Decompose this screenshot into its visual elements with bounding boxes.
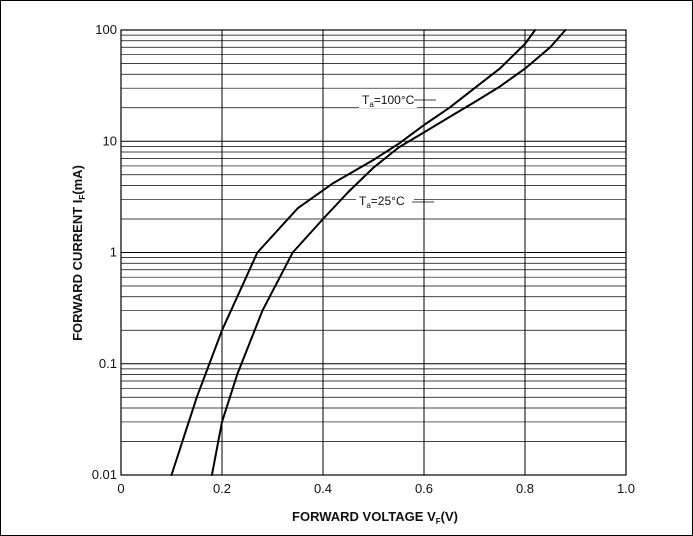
- y-tick-label: 1: [110, 245, 117, 260]
- y-axis-label: FORWARD CURRENT IF(mA): [70, 165, 87, 341]
- x-tick-label: 0.8: [516, 481, 534, 496]
- series-label-background: [356, 193, 414, 209]
- x-tick-label: 0.6: [415, 481, 433, 496]
- x-tick-label: 0.4: [314, 481, 332, 496]
- series-line-ta-25c: [210, 29, 567, 476]
- minor-gridlines: [121, 34, 626, 442]
- y-tick-label: 100: [95, 22, 117, 37]
- x-axis-label: FORWARD VOLTAGE VF(V): [292, 509, 458, 526]
- major-gridlines: [120, 29, 627, 476]
- x-tick-label: 0.2: [213, 481, 231, 496]
- y-tick-label: 0.01: [92, 467, 117, 482]
- tick-labels: 0.01 0.1 1 10 100 0 0.2 0.4 0.6 0.8 1.0: [92, 22, 635, 496]
- annotations: Ta=100°C Ta=25°C: [356, 92, 436, 210]
- series-label: Ta=25°C: [359, 194, 405, 210]
- y-tick-label: 10: [103, 133, 117, 148]
- curves: [170, 29, 567, 476]
- x-tick-label: 0: [117, 481, 124, 496]
- plot-border: [120, 29, 627, 476]
- series-label-background: [359, 92, 417, 108]
- series-label: Ta=100°C: [362, 93, 415, 109]
- series-line-ta-100c: [170, 29, 537, 476]
- y-tick-label: 0.1: [99, 356, 117, 371]
- x-tick-label: 1.0: [617, 481, 635, 496]
